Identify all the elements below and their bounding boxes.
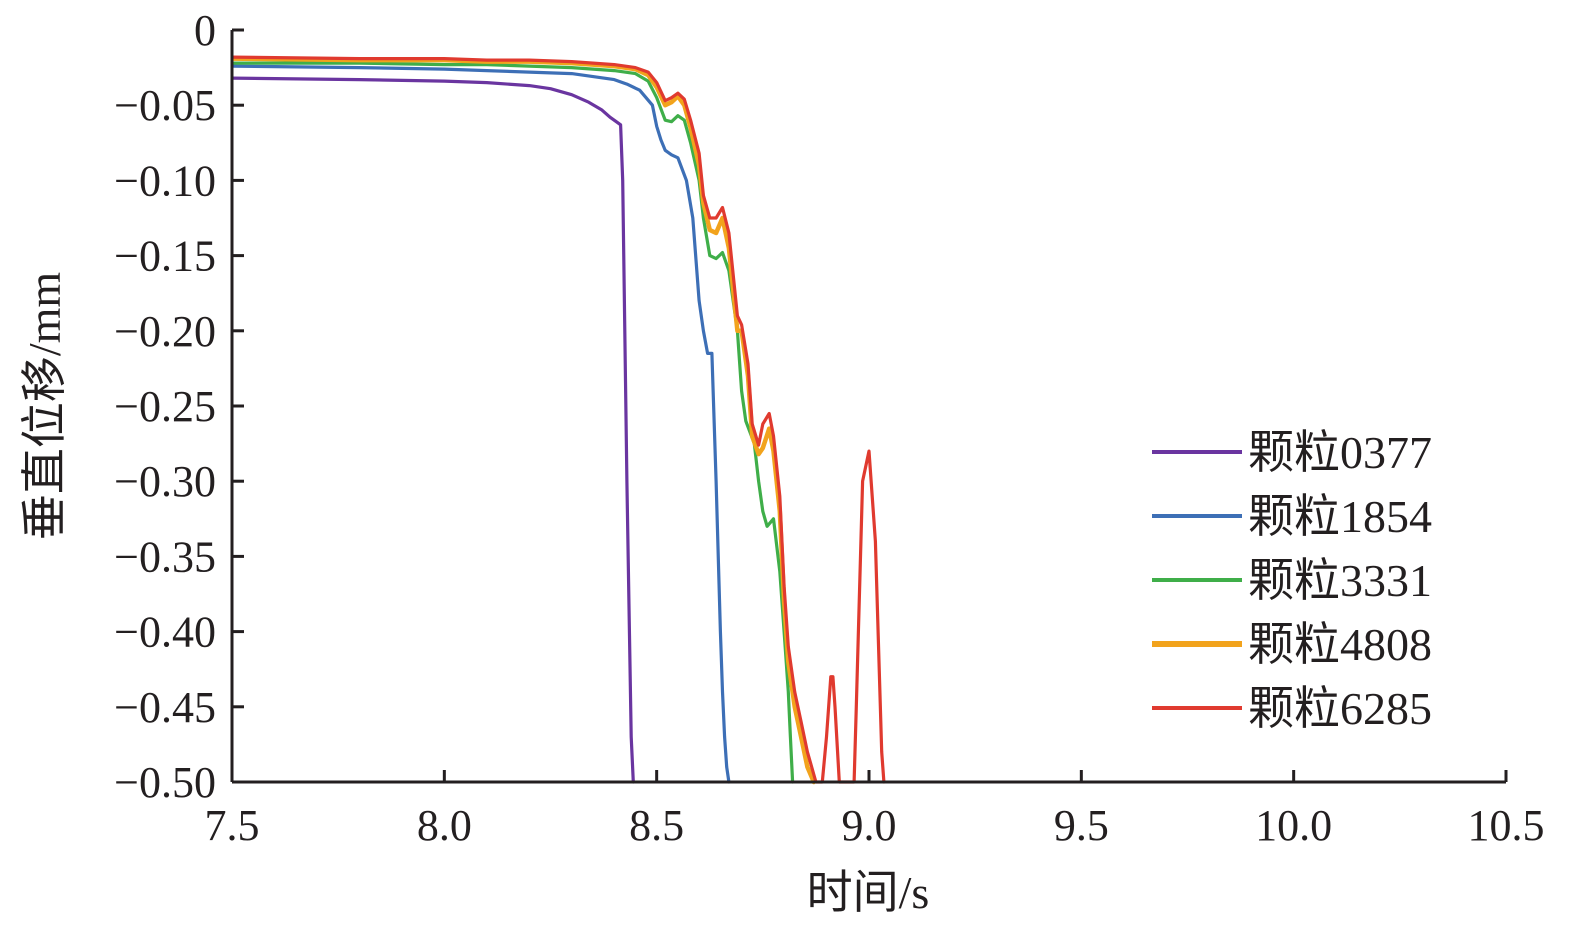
x-tick-label-0: 7.5 [205, 801, 260, 850]
x-tick-label-1: 8.0 [417, 801, 472, 850]
legend-label-3: 颗粒4808 [1248, 619, 1432, 670]
x-tick-label-2: 8.5 [629, 801, 684, 850]
legend-label-0: 颗粒0377 [1248, 427, 1432, 478]
series-line-3 [232, 56, 817, 785]
y-axis-title: 垂直位移/mm [19, 272, 70, 541]
legend: 颗粒0377 颗粒1854 颗粒3331 颗粒4808 颗粒6285 [1152, 427, 1432, 734]
x-tick-label-4: 9.5 [1054, 801, 1109, 850]
series-line-0 [232, 76, 635, 784]
y-tick-label-4: −0.20 [114, 307, 216, 356]
y-tick-label-0: 0 [194, 6, 216, 55]
y-tick-label-5: −0.25 [114, 382, 216, 431]
y-tick-label-2: −0.10 [114, 156, 216, 205]
legend-label-1: 颗粒1854 [1248, 491, 1432, 542]
series-layer [232, 55, 886, 785]
x-tick-label-6: 10.5 [1468, 801, 1545, 850]
legend-label-2: 颗粒3331 [1248, 555, 1432, 606]
y-tick-label-10: −0.50 [114, 758, 216, 807]
x-tick-label-3: 9.0 [842, 801, 897, 850]
y-tick-label-8: −0.40 [114, 608, 216, 657]
y-tick-label-3: −0.15 [114, 232, 216, 281]
legend-label-4: 颗粒6285 [1248, 683, 1432, 734]
series-line-2 [232, 61, 795, 784]
y-tick-label-9: −0.45 [114, 683, 216, 732]
x-tick-label-5: 10.0 [1255, 801, 1332, 850]
y-tick-label-1: −0.05 [114, 81, 216, 130]
axes-layer: 7.5 8.0 8.5 9.0 9.5 10.0 10.5 0 −0.05 −0.10 −0.15 −… [114, 6, 1544, 850]
y-tick-label-7: −0.35 [114, 532, 216, 581]
x-axis-title: 时间/s [807, 867, 930, 918]
series-line-1 [232, 64, 731, 784]
y-tick-label-6: −0.30 [114, 457, 216, 506]
